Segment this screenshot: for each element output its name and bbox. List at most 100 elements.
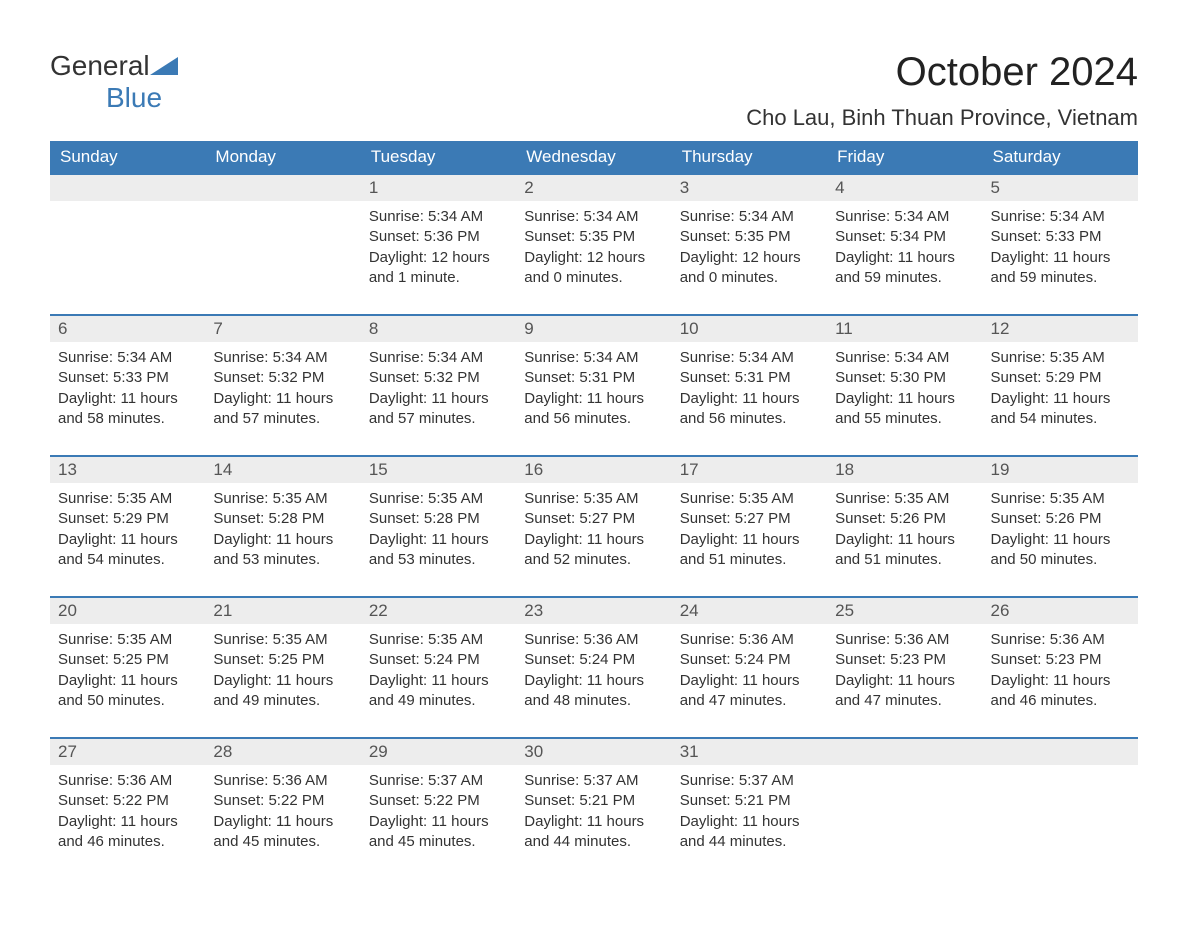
- day-number: 29: [361, 739, 516, 765]
- day-body: Sunrise: 5:34 AMSunset: 5:33 PMDaylight:…: [983, 201, 1138, 314]
- sunrise-value: 5:34 AM: [428, 349, 483, 366]
- sunset-label: Sunset:: [680, 792, 731, 809]
- calendar-cell: 1Sunrise: 5:34 AMSunset: 5:36 PMDaylight…: [361, 174, 516, 315]
- day-body: Sunrise: 5:35 AMSunset: 5:29 PMDaylight:…: [50, 483, 205, 596]
- day-body: Sunrise: 5:34 AMSunset: 5:32 PMDaylight:…: [361, 342, 516, 455]
- sunset-value: 5:31 PM: [735, 369, 791, 386]
- daylight-label: Daylight:: [213, 390, 271, 407]
- sunset-value: 5:23 PM: [1046, 651, 1102, 668]
- daylight-label: Daylight:: [213, 672, 271, 689]
- sunrise-label: Sunrise:: [58, 490, 113, 507]
- logo-text-2: Blue: [50, 82, 162, 113]
- sunset-value: 5:27 PM: [579, 510, 635, 527]
- sunrise-label: Sunrise:: [680, 490, 735, 507]
- page-title: October 2024: [746, 50, 1138, 95]
- day-number: 26: [983, 598, 1138, 624]
- daylight-label: Daylight:: [524, 249, 582, 266]
- calendar-cell: 13Sunrise: 5:35 AMSunset: 5:29 PMDayligh…: [50, 456, 205, 597]
- calendar-cell: [983, 738, 1138, 878]
- sunrise-value: 5:36 AM: [583, 631, 638, 648]
- day-header: Wednesday: [516, 141, 671, 174]
- sunset-value: 5:21 PM: [735, 792, 791, 809]
- sunset-label: Sunset:: [991, 369, 1042, 386]
- calendar-cell: [50, 174, 205, 315]
- day-header: Tuesday: [361, 141, 516, 174]
- sunset-value: 5:26 PM: [890, 510, 946, 527]
- day-body: Sunrise: 5:35 AMSunset: 5:27 PMDaylight:…: [516, 483, 671, 596]
- sunrise-value: 5:34 AM: [1050, 208, 1105, 225]
- day-number: 19: [983, 457, 1138, 483]
- sunset-label: Sunset:: [835, 651, 886, 668]
- calendar-cell: 20Sunrise: 5:35 AMSunset: 5:25 PMDayligh…: [50, 597, 205, 738]
- day-number: 4: [827, 175, 982, 201]
- sunrise-label: Sunrise:: [369, 772, 424, 789]
- sunset-label: Sunset:: [369, 369, 420, 386]
- sunset-value: 5:21 PM: [579, 792, 635, 809]
- daylight-label: Daylight:: [369, 813, 427, 830]
- calendar-cell: 9Sunrise: 5:34 AMSunset: 5:31 PMDaylight…: [516, 315, 671, 456]
- sunrise-label: Sunrise:: [524, 772, 579, 789]
- day-body: Sunrise: 5:37 AMSunset: 5:22 PMDaylight:…: [361, 765, 516, 878]
- daylight-label: Daylight:: [213, 813, 271, 830]
- sunrise-label: Sunrise:: [369, 490, 424, 507]
- calendar-cell: 25Sunrise: 5:36 AMSunset: 5:23 PMDayligh…: [827, 597, 982, 738]
- sunset-label: Sunset:: [835, 369, 886, 386]
- calendar-cell: 3Sunrise: 5:34 AMSunset: 5:35 PMDaylight…: [672, 174, 827, 315]
- daylight-label: Daylight:: [369, 531, 427, 548]
- sunrise-label: Sunrise:: [991, 490, 1046, 507]
- sunset-label: Sunset:: [58, 369, 109, 386]
- day-body: Sunrise: 5:34 AMSunset: 5:33 PMDaylight:…: [50, 342, 205, 455]
- sunset-value: 5:25 PM: [113, 651, 169, 668]
- sunrise-value: 5:35 AM: [273, 490, 328, 507]
- day-body: Sunrise: 5:36 AMSunset: 5:23 PMDaylight:…: [983, 624, 1138, 737]
- day-number: 25: [827, 598, 982, 624]
- sunrise-label: Sunrise:: [991, 349, 1046, 366]
- day-body: Sunrise: 5:34 AMSunset: 5:34 PMDaylight:…: [827, 201, 982, 314]
- calendar-cell: 17Sunrise: 5:35 AMSunset: 5:27 PMDayligh…: [672, 456, 827, 597]
- sunset-label: Sunset:: [58, 510, 109, 527]
- sunrise-label: Sunrise:: [835, 490, 890, 507]
- sunset-label: Sunset:: [991, 510, 1042, 527]
- calendar-table: SundayMondayTuesdayWednesdayThursdayFrid…: [50, 141, 1138, 878]
- calendar-cell: 2Sunrise: 5:34 AMSunset: 5:35 PMDaylight…: [516, 174, 671, 315]
- sunrise-label: Sunrise:: [991, 631, 1046, 648]
- header: General Blue October 2024 Cho Lau, Binh …: [50, 50, 1138, 131]
- calendar-cell: 28Sunrise: 5:36 AMSunset: 5:22 PMDayligh…: [205, 738, 360, 878]
- day-number: 31: [672, 739, 827, 765]
- calendar-cell: 30Sunrise: 5:37 AMSunset: 5:21 PMDayligh…: [516, 738, 671, 878]
- sunset-value: 5:32 PM: [268, 369, 324, 386]
- daylight-label: Daylight:: [58, 531, 116, 548]
- sunset-label: Sunset:: [680, 228, 731, 245]
- sunset-value: 5:29 PM: [113, 510, 169, 527]
- daylight-label: Daylight:: [835, 390, 893, 407]
- sunset-label: Sunset:: [213, 651, 264, 668]
- daylight-label: Daylight:: [369, 249, 427, 266]
- day-number: 10: [672, 316, 827, 342]
- daylight-label: Daylight:: [680, 390, 738, 407]
- calendar-week: 1Sunrise: 5:34 AMSunset: 5:36 PMDaylight…: [50, 174, 1138, 315]
- sunrise-value: 5:36 AM: [117, 772, 172, 789]
- sunset-label: Sunset:: [524, 369, 575, 386]
- sunrise-value: 5:34 AM: [894, 208, 949, 225]
- day-body: Sunrise: 5:34 AMSunset: 5:31 PMDaylight:…: [516, 342, 671, 455]
- sunset-label: Sunset:: [524, 792, 575, 809]
- sunrise-value: 5:35 AM: [1050, 490, 1105, 507]
- calendar-cell: 14Sunrise: 5:35 AMSunset: 5:28 PMDayligh…: [205, 456, 360, 597]
- sunset-label: Sunset:: [524, 651, 575, 668]
- sunset-value: 5:29 PM: [1046, 369, 1102, 386]
- day-number: 5: [983, 175, 1138, 201]
- sunrise-label: Sunrise:: [369, 631, 424, 648]
- day-body: Sunrise: 5:35 AMSunset: 5:27 PMDaylight:…: [672, 483, 827, 596]
- day-body: Sunrise: 5:35 AMSunset: 5:29 PMDaylight:…: [983, 342, 1138, 455]
- day-body: Sunrise: 5:35 AMSunset: 5:25 PMDaylight:…: [205, 624, 360, 737]
- day-number: 3: [672, 175, 827, 201]
- calendar-cell: 31Sunrise: 5:37 AMSunset: 5:21 PMDayligh…: [672, 738, 827, 878]
- sunrise-value: 5:35 AM: [583, 490, 638, 507]
- calendar-week: 20Sunrise: 5:35 AMSunset: 5:25 PMDayligh…: [50, 597, 1138, 738]
- sunrise-label: Sunrise:: [213, 490, 268, 507]
- calendar-week: 6Sunrise: 5:34 AMSunset: 5:33 PMDaylight…: [50, 315, 1138, 456]
- day-body: Sunrise: 5:36 AMSunset: 5:24 PMDaylight:…: [672, 624, 827, 737]
- sunset-label: Sunset:: [991, 228, 1042, 245]
- day-body: Sunrise: 5:34 AMSunset: 5:30 PMDaylight:…: [827, 342, 982, 455]
- day-number: 15: [361, 457, 516, 483]
